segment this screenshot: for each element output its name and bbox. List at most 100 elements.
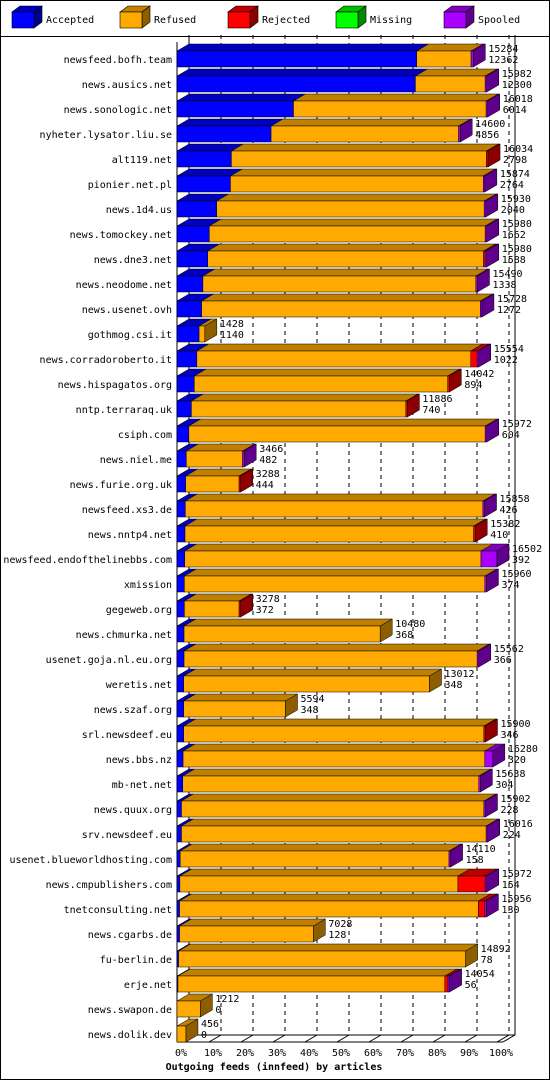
bar-segment: [176, 900, 180, 918]
bar-segment: [176, 575, 185, 593]
bar-segment: [415, 75, 486, 93]
x-tick-label: 100%: [489, 1048, 513, 1059]
bar-top: [178, 868, 471, 877]
accepted-label: 6014: [503, 105, 527, 116]
total-label: 15900: [500, 719, 530, 730]
bar-segment: [457, 875, 486, 893]
category-label: alt119.net: [112, 155, 172, 166]
bar-top: [183, 643, 491, 652]
total-label: 14110: [466, 844, 496, 855]
bar-top: [184, 493, 496, 502]
bar-segment: [188, 425, 486, 443]
bar-side: [486, 68, 500, 93]
bar-top: [201, 268, 489, 277]
accepted-label: 228: [500, 805, 518, 816]
bar-segment: [182, 750, 486, 768]
category-label: news.corradoroberto.it: [40, 355, 172, 366]
category-label: news.niel.me: [100, 455, 172, 466]
accepted-label: 1140: [220, 330, 244, 341]
bar-segment: [270, 125, 459, 143]
bar-segment: [176, 275, 204, 293]
bar-side: [487, 143, 501, 168]
x-tick: [272, 1034, 286, 1043]
bar-segment: [201, 300, 481, 318]
bar-top: [178, 918, 327, 927]
category-label: news.quux.org: [94, 805, 172, 816]
bar-side: [477, 268, 490, 293]
accepted-label: 4856: [475, 130, 499, 141]
bar-top: [182, 693, 299, 702]
bar-segment: [176, 850, 181, 868]
bar-segment: [484, 750, 494, 768]
x-tick-label: 0%: [175, 1048, 187, 1059]
bar-segment: [480, 550, 498, 568]
bar-segment: [198, 325, 206, 343]
accepted-label: 366: [494, 655, 512, 666]
category-label: usenet.blueworldhosting.com: [9, 855, 172, 866]
bar-segment: [176, 225, 210, 243]
bar-top: [180, 793, 497, 802]
bar-side: [200, 993, 213, 1018]
category-label: news.furie.org.uk: [70, 480, 172, 491]
bar-top: [177, 968, 458, 977]
total-label: 15902: [500, 794, 530, 805]
bar-side: [285, 693, 298, 718]
accepted-label: 320: [508, 755, 526, 766]
total-label: 11886: [422, 394, 452, 405]
bar-segment: [176, 825, 182, 843]
total-label: 15980: [502, 219, 532, 230]
bar-segment: [176, 400, 192, 418]
bar-side: [449, 368, 462, 393]
bar-side: [486, 893, 499, 918]
x-tick-label: 90%: [460, 1048, 478, 1059]
bar-top: [178, 893, 492, 902]
total-label: 3278: [256, 594, 280, 605]
bar-segment: [478, 900, 486, 918]
total-label: 456: [201, 1019, 219, 1030]
bar-segment: [176, 775, 184, 793]
x-tick-label: 10%: [204, 1048, 222, 1059]
bar-segment: [176, 725, 184, 743]
category-label: mb-net.net: [112, 780, 172, 791]
bar-side: [486, 418, 500, 443]
accepted-label: 348: [300, 705, 318, 716]
bar-segment: [176, 200, 217, 218]
accepted-label: 224: [503, 830, 521, 841]
x-tick: [464, 1034, 478, 1043]
bar-side: [481, 293, 495, 318]
category-label: pionier.net.pl: [88, 180, 172, 191]
total-label: 16016: [503, 819, 533, 830]
bar-segment: [181, 825, 487, 843]
x-tick-label: 60%: [364, 1048, 382, 1059]
bar-segment: [183, 700, 286, 718]
bar-side: [487, 818, 500, 843]
bar-side: [459, 118, 473, 143]
bar-segment: [183, 650, 478, 668]
bar-side: [474, 518, 488, 543]
bar-segment: [194, 375, 448, 393]
total-label: 15956: [501, 894, 531, 905]
bar-top: [176, 118, 285, 127]
bar-segment: [176, 250, 208, 268]
x-tick-label: 50%: [332, 1048, 350, 1059]
bar-top: [190, 393, 419, 402]
accepted-label: 1272: [497, 305, 521, 316]
category-label: usenet.goja.nl.eu.org: [46, 655, 172, 666]
bar-segment: [470, 50, 474, 68]
category-label: news.chmurka.net: [76, 630, 172, 641]
bar-segment: [179, 850, 450, 868]
bar-side: [478, 343, 492, 368]
total-label: 10480: [395, 619, 425, 630]
x-tick: [400, 1034, 414, 1043]
category-label: news.bbs.nz: [106, 755, 172, 766]
bar-side: [478, 643, 492, 668]
accepted-label: 482: [259, 455, 277, 466]
accepted-label: 0: [201, 1030, 207, 1041]
bar-top: [176, 68, 429, 77]
bar-segment: [181, 800, 485, 818]
category-label: news.1d4.us: [106, 205, 172, 216]
bar-side: [480, 768, 493, 793]
total-label: 14042: [464, 369, 494, 380]
bar-segment: [176, 175, 231, 193]
total-label: 15382: [490, 519, 520, 530]
